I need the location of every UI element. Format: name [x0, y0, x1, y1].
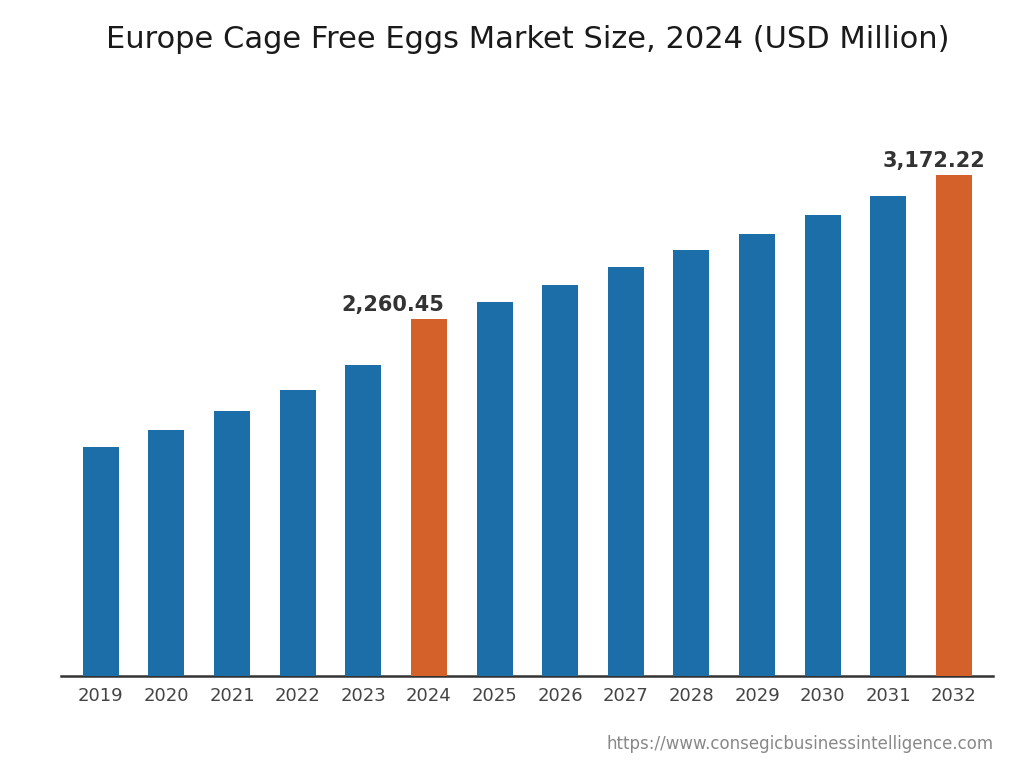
Bar	[805, 215, 841, 676]
Bar	[411, 319, 446, 676]
Bar	[214, 411, 250, 676]
Bar	[608, 267, 644, 676]
Bar	[345, 365, 381, 676]
Bar	[148, 430, 184, 676]
Bar	[870, 197, 906, 676]
Bar	[476, 302, 513, 676]
Text: https://www.consegicbusinessintelligence.com: https://www.consegicbusinessintelligence…	[606, 735, 993, 753]
Bar	[739, 234, 775, 676]
Text: 3,172.22: 3,172.22	[883, 151, 985, 170]
Text: 2,260.45: 2,260.45	[341, 294, 444, 315]
Bar	[936, 175, 972, 676]
Bar	[280, 390, 315, 676]
Bar	[83, 447, 119, 676]
Bar	[674, 250, 710, 676]
Title: Europe Cage Free Eggs Market Size, 2024 (USD Million): Europe Cage Free Eggs Market Size, 2024 …	[105, 25, 949, 54]
Bar	[542, 285, 579, 676]
